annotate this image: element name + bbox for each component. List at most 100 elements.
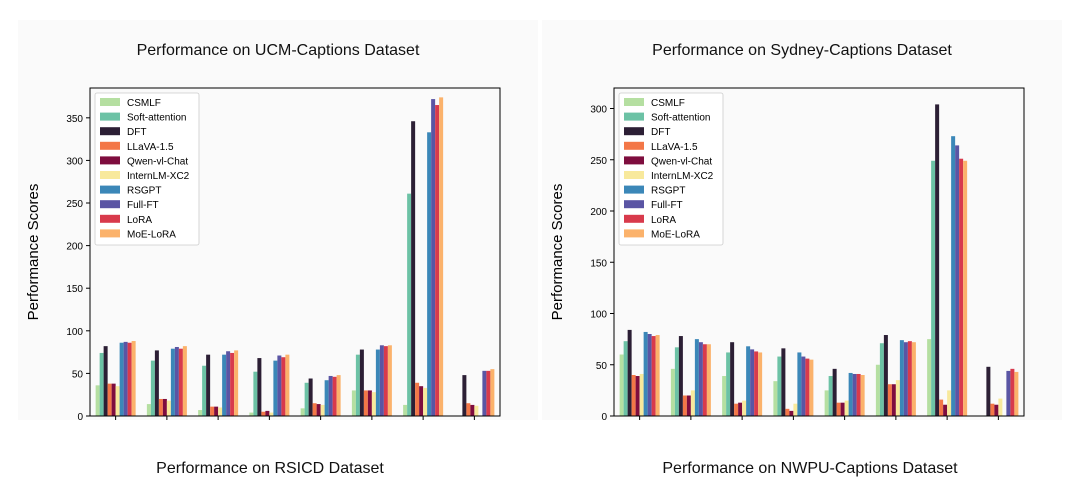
bar-csmlf-bleu-3 (722, 376, 727, 416)
bar-dft-meteor (832, 368, 837, 416)
bar-internlm-xc2-bleu-3 (742, 400, 747, 417)
legend-label-qwen-vl-chat: Qwen-vl-Chat (127, 156, 188, 167)
bar-rsgpt-bleu-4 (273, 360, 278, 416)
bar-qwen-vl-chat-bleu-4 (265, 410, 270, 416)
bar-rsgpt-meteor (324, 380, 329, 416)
bar-soft-attention-cider (407, 193, 412, 416)
legend-label-internlm-xc2: InternLM-XC2 (127, 171, 190, 182)
bar-moe-lora-meteor (860, 375, 865, 416)
bar-csmlf-cider (927, 339, 932, 417)
bar-dft-cider (411, 121, 416, 416)
bar-qwen-vl-chat-bleu-1 (635, 376, 640, 416)
y-axis-label: Performance Scores (549, 184, 566, 321)
legend-label-full-ft: Full-FT (127, 200, 159, 211)
legend-swatch-moe-lora (100, 229, 120, 238)
bar-soft-attention-bleu-2 (150, 360, 155, 416)
bar-moe-lora-cider (963, 160, 968, 416)
bar-lora-bleu-1 (651, 336, 656, 416)
y-tick-label: 50 (72, 369, 84, 380)
legend-swatch-rsgpt (624, 185, 644, 194)
bar-soft-attention-rouge-l (355, 354, 360, 416)
legend-label-internlm-xc2: InternLM-XC2 (651, 171, 714, 182)
legend-label-soft-attention: Soft-attention (127, 113, 186, 124)
bar-full-ft-spice (1006, 370, 1011, 416)
bar-soft-attention-meteor (304, 382, 309, 416)
bar-dft-bleu-4 (781, 348, 786, 416)
bar-rsgpt-cider (427, 132, 432, 417)
bar-llava-1-5-bleu-2 (158, 398, 163, 416)
bar-internlm-xc2-bleu-4 (269, 412, 274, 416)
bar-full-ft-bleu-1 (123, 341, 128, 416)
bar-dft-meteor (308, 378, 313, 416)
bar-moe-lora-bleu-3 (758, 352, 763, 416)
bar-csmlf-cider (403, 404, 408, 416)
legend-swatch-full-ft (624, 200, 644, 209)
bar-rsgpt-bleu-1 (119, 342, 124, 416)
legend-box (94, 92, 200, 246)
legend-label-lora: LoRA (651, 215, 676, 226)
bar-lora-spice (486, 370, 491, 416)
bar-csmlf-meteor (824, 390, 829, 417)
bar-csmlf-rouge-l (351, 390, 356, 416)
legend-swatch-internlm-xc2 (624, 171, 644, 179)
bar-dft-bleu-4 (257, 358, 262, 416)
bar-moe-lora-bleu-2 (182, 346, 187, 416)
legend-label-csmlf: CSMLF (651, 98, 685, 109)
bar-dft-bleu-3 (730, 342, 735, 416)
legend-label-moe-lora: MoE-LoRA (651, 229, 700, 240)
bar-internlm-xc2-meteor (320, 404, 325, 416)
y-tick-label: 0 (77, 412, 83, 420)
plot-frame (89, 87, 501, 417)
bar-lora-meteor (332, 376, 337, 416)
y-tick-label: 200 (66, 242, 83, 253)
legend-swatch-internlm-xc2 (100, 171, 120, 179)
bar-soft-attention-meteor (828, 376, 833, 416)
bar-internlm-xc2-bleu-3 (218, 407, 223, 416)
legend-swatch-lora (100, 214, 120, 223)
bar-internlm-xc2-cider (423, 387, 428, 416)
legend-label-llava-1-5: LLaVA-1.5 (651, 142, 698, 153)
legend-label-full-ft: Full-FT (651, 200, 683, 211)
legend-swatch-dft (100, 127, 120, 136)
bar-full-ft-bleu-4 (801, 356, 806, 416)
bar-llava-1-5-spice (990, 403, 995, 416)
bar-internlm-xc2-rouge-l (371, 392, 376, 416)
bar-qwen-vl-chat-bleu-2 (686, 395, 691, 416)
bar-csmlf-bleu-2 (146, 404, 151, 416)
legend-label-moe-lora: MoE-LoRA (127, 229, 176, 240)
bar-llava-1-5-bleu-1 (631, 375, 636, 416)
legend-swatch-qwen-vl-chat (100, 156, 120, 165)
bar-llava-1-5-cider (415, 382, 420, 416)
y-tick-label: 0 (601, 412, 607, 420)
bar-qwen-vl-chat-cider (943, 404, 948, 416)
bar-llava-1-5-rouge-l (363, 390, 368, 416)
bar-lora-cider (435, 105, 440, 416)
bar-llava-1-5-bleu-4 (785, 408, 790, 416)
bar-qwen-vl-chat-bleu-3 (738, 402, 743, 416)
chart-title-sydney: Performance on Sydney-Captions Dataset (652, 42, 952, 59)
bar-rsgpt-bleu-4 (797, 352, 802, 416)
bar-dft-spice (986, 366, 991, 416)
bar-moe-lora-bleu-1 (655, 335, 660, 416)
bar-internlm-xc2-cider (947, 390, 952, 417)
bar-soft-attention-bleu-1 (623, 341, 628, 416)
bar-dft-bleu-3 (206, 354, 211, 416)
legend-label-llava-1-5: LLaVA-1.5 (127, 142, 174, 153)
bar-moe-lora-rouge-l (387, 345, 392, 416)
bar-llava-1-5-bleu-4 (261, 411, 266, 416)
bar-csmlf-bleu-4 (249, 412, 254, 416)
bar-moe-lora-bleu-2 (706, 344, 711, 416)
bar-rsgpt-bleu-3 (746, 346, 751, 416)
bar-rsgpt-bleu-3 (222, 354, 227, 416)
bar-lora-rouge-l (383, 346, 388, 416)
bar-full-ft-bleu-3 (750, 349, 755, 417)
bar-moe-lora-meteor (336, 375, 341, 416)
legend-swatch-csmlf (624, 98, 644, 106)
legend-swatch-soft-attention (100, 112, 120, 121)
bar-full-ft-cider (431, 99, 436, 416)
bar-internlm-xc2-bleu-1 (115, 386, 120, 416)
legend-swatch-moe-lora (624, 229, 644, 238)
bar-csmlf-bleu-1 (619, 354, 624, 416)
bar-csmlf-bleu-1 (95, 385, 100, 416)
bar-dft-bleu-1 (103, 346, 108, 416)
